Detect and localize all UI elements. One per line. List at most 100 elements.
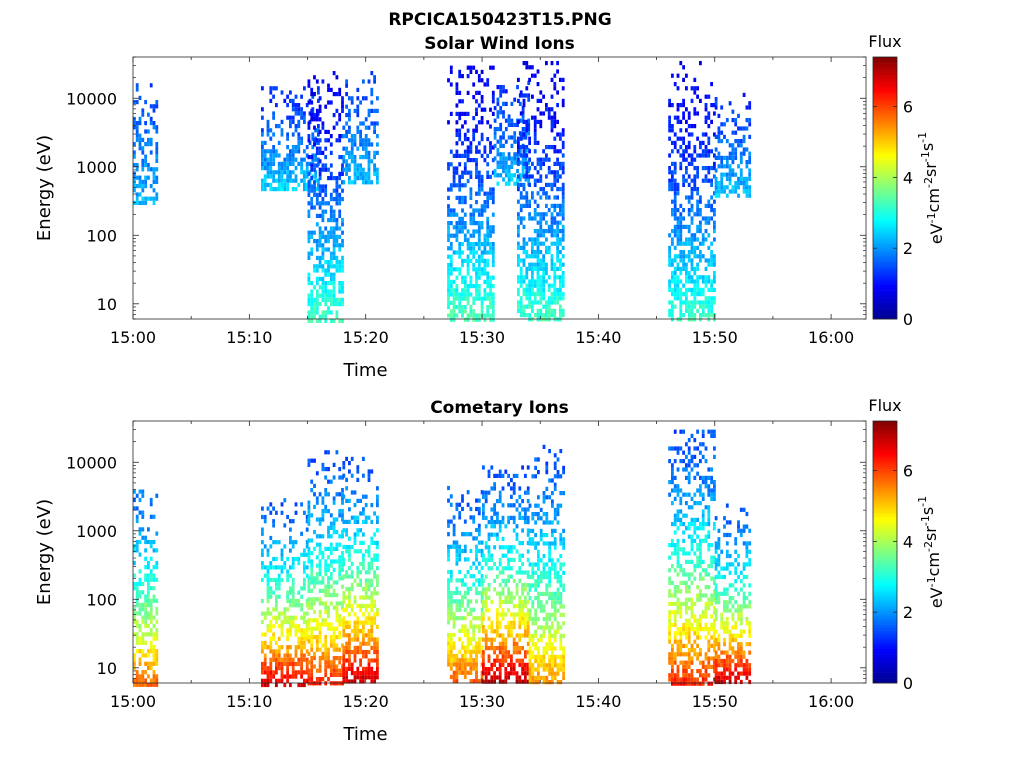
heatmap-cell <box>263 682 267 688</box>
heatmap-cell <box>487 536 491 541</box>
heatmap-cell <box>135 192 139 197</box>
heatmap-cell <box>720 176 724 181</box>
heatmap-cell <box>685 241 688 246</box>
heatmap-cell <box>463 607 467 612</box>
heatmap-cell <box>135 682 139 687</box>
heatmap-cell <box>324 672 328 677</box>
heatmap-cell <box>294 649 298 654</box>
heatmap-cell <box>327 293 330 298</box>
heatmap-cell <box>498 591 502 596</box>
heatmap-cell <box>539 296 543 301</box>
heatmap-cell <box>699 195 702 200</box>
heatmap-cell <box>149 598 153 603</box>
heatmap-cell <box>710 262 713 267</box>
heatmap-cell <box>367 633 371 638</box>
heatmap-cell <box>133 163 136 168</box>
heatmap-cell <box>490 646 494 651</box>
heatmap-cell <box>458 111 462 116</box>
heatmap-cell <box>720 130 724 135</box>
heatmap-cell <box>547 157 551 162</box>
heatmap-cell <box>447 578 450 583</box>
heatmap-cell <box>341 584 344 589</box>
heatmap-cell <box>149 573 153 578</box>
heatmap-cell <box>518 511 522 516</box>
heatmap-cell <box>507 574 510 579</box>
heatmap-cell <box>553 111 557 116</box>
heatmap-cell <box>307 559 311 564</box>
colorbar-segment <box>873 188 897 191</box>
heatmap-cell <box>469 620 473 625</box>
x-tick-label: 15:50 <box>692 328 738 347</box>
heatmap-cell <box>498 528 502 533</box>
heatmap-cell <box>469 246 473 251</box>
heatmap-cell <box>737 176 740 181</box>
heatmap-cell <box>545 174 548 179</box>
heatmap-cell <box>502 101 505 106</box>
heatmap-cell <box>524 156 528 161</box>
heatmap-cell <box>307 551 311 556</box>
heatmap-cell <box>318 260 322 265</box>
heatmap-cell <box>294 157 298 162</box>
heatmap-cell <box>277 636 281 641</box>
heatmap-cell <box>466 111 470 116</box>
heatmap-cell <box>699 258 702 263</box>
heatmap-cell <box>275 653 278 658</box>
heatmap-cell <box>289 624 292 629</box>
heatmap-cell <box>561 271 565 276</box>
heatmap-cell <box>696 94 699 99</box>
heatmap-cell <box>338 572 342 577</box>
heatmap-cell <box>679 212 683 217</box>
heatmap-cell <box>668 250 671 255</box>
heatmap-cell <box>152 125 156 130</box>
colorbar-tick-label: 6 <box>903 98 913 117</box>
heatmap-cell <box>376 650 379 655</box>
heatmap-cell <box>335 314 339 319</box>
heatmap-cell <box>556 250 559 255</box>
heatmap-cell <box>449 616 453 621</box>
heatmap-cell <box>305 166 309 171</box>
heatmap-cell <box>673 132 677 137</box>
heatmap-cell <box>367 138 371 143</box>
heatmap-cell <box>466 662 470 667</box>
heatmap-cell <box>671 73 674 78</box>
heatmap-cell <box>515 532 519 537</box>
heatmap-cell <box>149 184 153 189</box>
heatmap-cell <box>458 515 462 520</box>
heatmap-cell <box>458 99 462 104</box>
heatmap-cell <box>466 90 470 95</box>
heatmap-cell <box>327 129 330 134</box>
heatmap-cell <box>310 113 314 118</box>
colorbar-segment <box>873 142 897 145</box>
heatmap-cell <box>338 513 342 518</box>
heatmap-cell <box>673 199 677 204</box>
heatmap-cell <box>475 90 478 95</box>
heatmap-cell <box>447 233 450 238</box>
heatmap-cell <box>370 637 374 642</box>
heatmap-cell <box>491 242 495 247</box>
heatmap-cell <box>489 149 492 154</box>
heatmap-cell <box>362 612 365 617</box>
heatmap-cell <box>707 258 711 263</box>
heatmap-cell <box>731 130 735 135</box>
heatmap-cell <box>147 196 150 201</box>
heatmap-cell <box>315 146 319 151</box>
heatmap-cell <box>310 205 314 210</box>
heatmap-cell <box>522 98 526 103</box>
heatmap-cell <box>300 552 303 557</box>
heatmap-cell <box>338 92 342 97</box>
heatmap-cell <box>501 520 505 525</box>
heatmap-cell <box>534 621 537 626</box>
heatmap-cell <box>321 121 325 126</box>
heatmap-cell <box>533 279 537 284</box>
heatmap-cell <box>376 96 379 101</box>
heatmap-cell <box>321 285 325 290</box>
heatmap-cell <box>512 625 516 630</box>
heatmap-cell <box>376 637 379 642</box>
heatmap-cell <box>517 241 520 246</box>
heatmap-cell <box>275 586 278 591</box>
heatmap-cell <box>286 153 289 158</box>
heatmap-cell <box>297 657 301 662</box>
heatmap-cell <box>329 310 333 315</box>
heatmap-cell <box>466 502 470 507</box>
heatmap-cell <box>553 300 557 305</box>
